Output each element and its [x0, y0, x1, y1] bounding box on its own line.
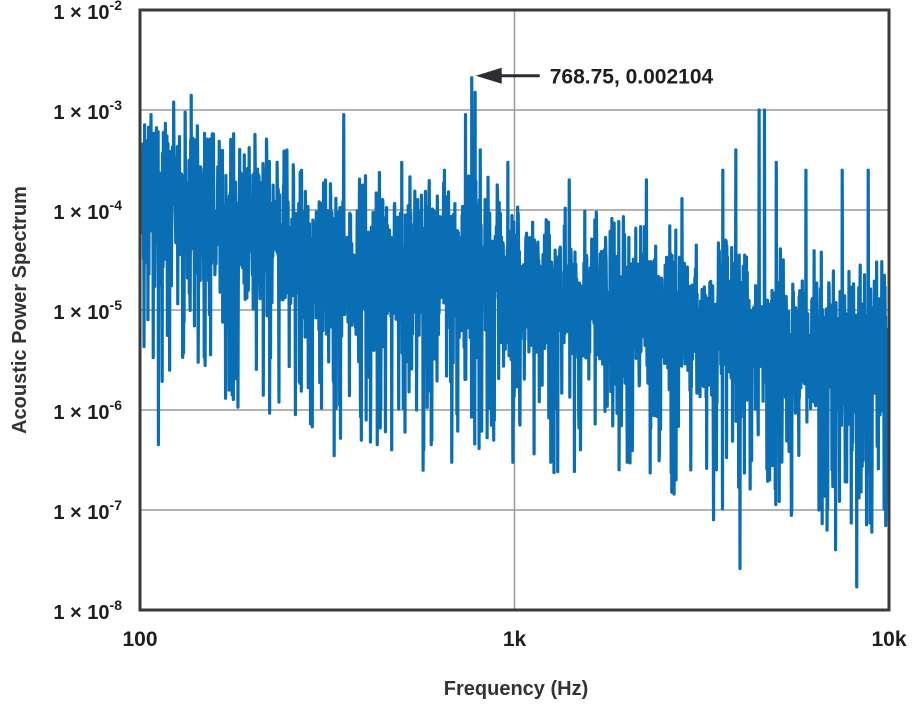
- y-tick-label-0: 1 × 10-2: [53, 0, 122, 24]
- y-tick-label-4: 1 × 10-6: [53, 397, 122, 424]
- y-axis-title: Acoustic Power Spectrum: [9, 186, 31, 434]
- y-axis-ticks: 1 × 10-2 1 × 10-3 1 × 10-4 1 × 10-5 1 × 10-6…: [53, 0, 122, 624]
- annotation-label: 768.75, 0.002104: [550, 66, 714, 89]
- x-tick-label-1: 1k: [503, 628, 527, 651]
- y-tick-label-3: 1 × 10-5: [53, 297, 122, 324]
- peak-annotation: 768.75, 0.002104: [475, 66, 714, 89]
- annotation-arrow-head: [475, 67, 502, 84]
- x-axis-title: Frequency (Hz): [444, 678, 588, 700]
- x-tick-label-2: 10k: [871, 628, 906, 651]
- x-tick-label-0: 100: [122, 628, 157, 651]
- x-axis-ticks: 100 1k 10k: [122, 628, 906, 651]
- y-tick-label-5: 1 × 10-7: [53, 497, 122, 524]
- y-tick-label-2: 1 × 10-4: [53, 197, 122, 224]
- y-tick-label-1: 1 × 10-3: [53, 97, 122, 124]
- plot-frame: [138, 8, 891, 612]
- data-series: [140, 76, 889, 589]
- y-tick-label-6: 1 × 10-8: [53, 597, 122, 624]
- spectrum-line: [140, 76, 889, 589]
